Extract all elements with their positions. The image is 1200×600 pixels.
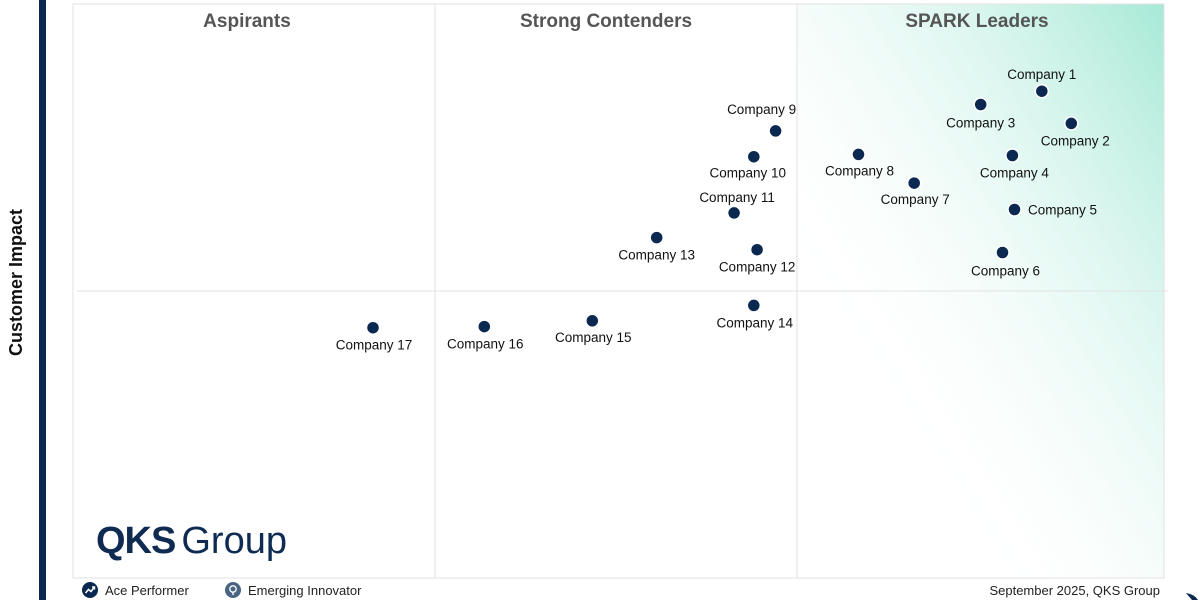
data-label-company-11: Company 11 [699,190,775,205]
emerging-innovator-icon [225,582,241,598]
data-point-company-12[interactable] [749,242,765,257]
legend-ace-performer-label: Ace Performer [105,582,189,598]
quadrant-label-strong-contenders: Strong Contenders [520,11,692,32]
data-point-company-5[interactable] [1007,202,1022,217]
data-point-company-16[interactable] [477,319,492,334]
data-point-company-1[interactable] [1034,83,1050,99]
data-point-company-17[interactable] [365,320,381,335]
data-label-company-15: Company 15 [555,330,632,345]
data-label-company-6: Company 6 [971,264,1040,279]
qks-group-logo: QKS Group [96,520,287,563]
data-point-company-10[interactable] [746,149,762,164]
data-point-company-14[interactable] [746,298,762,313]
data-label-company-8: Company 8 [825,163,894,178]
data-label-company-1: Company 1 [1007,67,1076,82]
data-label-company-3: Company 3 [946,116,1015,131]
legend-emerging-innovator: Emerging Innovator [225,581,361,599]
data-label-company-9: Company 9 [727,102,796,117]
legend-ace-performer: Ace Performer [82,581,189,599]
data-point-company-2[interactable] [1064,116,1079,131]
data-point-company-3[interactable] [973,97,988,112]
quadrant-label-aspirants: Aspirants [203,11,291,32]
data-point-company-4[interactable] [1005,148,1020,163]
corner-arrow-icon [1186,593,1198,600]
data-label-company-12: Company 12 [719,260,796,275]
data-label-company-13: Company 13 [618,248,695,263]
data-point-company-9[interactable] [768,123,783,139]
left-accent-bar [39,0,46,600]
data-point-company-8[interactable] [851,147,866,162]
logo-bold-text: QKS [96,520,176,562]
data-label-company-16: Company 16 [447,337,524,352]
data-label-company-2: Company 2 [1041,133,1110,148]
data-label-company-7: Company 7 [881,192,950,207]
footer-date: September 2025, QKS Group [989,583,1160,598]
ace-performer-icon [82,582,98,598]
data-points: Company 1 Company 2 Company 3 Company 4 Comp… [336,67,1110,353]
data-label-company-5: Company 5 [1028,203,1097,218]
data-label-company-14: Company 14 [717,315,794,330]
data-label-company-10: Company 10 [710,166,787,181]
legend-emerging-innovator-label: Emerging Innovator [248,582,362,598]
data-point-company-7[interactable] [906,175,922,191]
logo-regular-text: Group [181,520,287,562]
data-point-company-11[interactable] [726,205,742,221]
quadrant-label-spark-leaders: SPARK Leaders [905,11,1048,32]
data-point-company-13[interactable] [649,230,664,245]
data-label-company-17: Company 17 [336,338,413,353]
data-point-company-15[interactable] [585,313,600,329]
data-point-company-6[interactable] [995,245,1010,260]
data-label-company-4: Company 4 [980,166,1050,181]
